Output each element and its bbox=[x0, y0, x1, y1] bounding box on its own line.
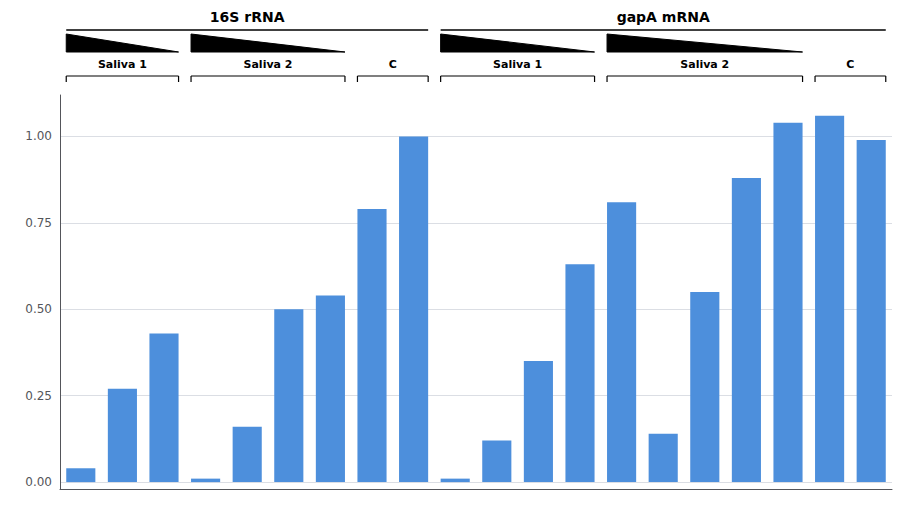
svg-text:0.25: 0.25 bbox=[25, 389, 52, 403]
svg-text:0.50: 0.50 bbox=[25, 302, 52, 316]
svg-text:Saliva 2: Saliva 2 bbox=[680, 58, 729, 71]
svg-text:C: C bbox=[389, 58, 397, 71]
svg-text:1.00: 1.00 bbox=[25, 129, 52, 143]
svg-text:gapA mRNA: gapA mRNA bbox=[617, 9, 710, 25]
svg-text:Saliva 2: Saliva 2 bbox=[244, 58, 293, 71]
svg-text:C: C bbox=[846, 58, 854, 71]
svg-text:0.00: 0.00 bbox=[25, 475, 52, 489]
svg-text:Saliva 1: Saliva 1 bbox=[98, 58, 147, 71]
svg-text:0.75: 0.75 bbox=[25, 216, 52, 230]
svg-text:Saliva 1: Saliva 1 bbox=[493, 58, 542, 71]
svg-text:16S rRNA: 16S rRNA bbox=[210, 9, 285, 25]
